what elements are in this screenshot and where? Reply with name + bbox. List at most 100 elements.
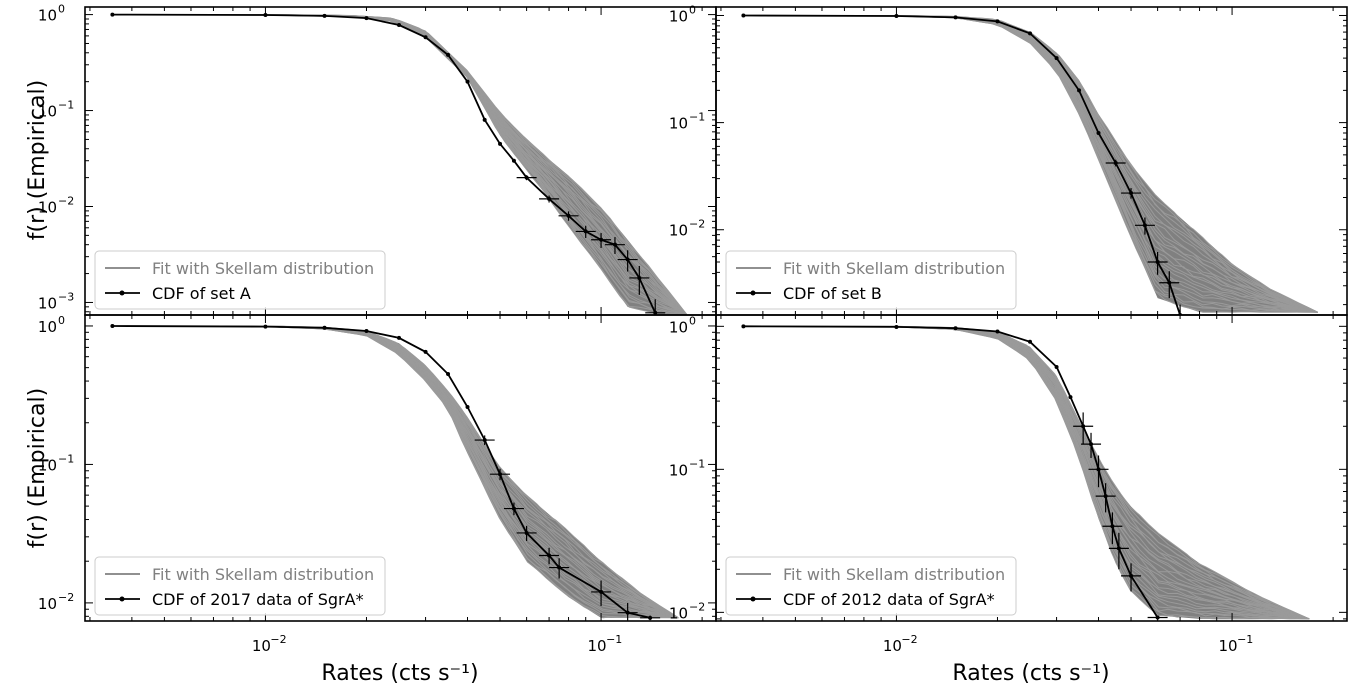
legend-box [94,250,386,310]
cdf-point [953,326,958,331]
cdf-point [1077,88,1082,93]
y-tick-label-exponent: −2 [689,600,705,613]
cdf-point [547,553,552,558]
y-tick-label-exponent: 0 [689,314,696,327]
cdf-point [110,12,115,17]
y-tick-label: 10 [669,222,688,240]
y-tick-label-exponent: −1 [58,99,74,112]
y-tick-label-exponent: −1 [689,111,705,124]
cdf-point [995,19,1000,24]
y-tick-label-exponent: 0 [689,3,696,16]
cdf-point [446,371,451,376]
plot-area [741,13,1318,315]
cdf-point [1027,339,1032,344]
cdf-point [511,158,516,163]
cdf-point [1142,223,1147,228]
cdf-line [743,14,1181,315]
cdf-point [741,13,746,18]
y-tick-label: 10 [38,7,57,25]
y-axis-label-bottom: f(r) (Empirical) [25,388,50,548]
y-tick-label: 10 [669,318,688,336]
cdf-point [1113,160,1118,165]
cdf-point [263,324,268,329]
cdf-point [1129,573,1134,578]
axes-frame [715,314,1348,622]
cdf-point [625,610,630,615]
y-tick-label: 10 [669,604,688,622]
cdf-point [498,472,503,477]
x-tick-label-exponent: −1 [606,633,622,646]
legend-cdf-label: CDF of set B [783,284,882,303]
fit-band [743,326,1310,619]
cdf-point [599,589,604,594]
cdf-point [1155,259,1160,264]
cdf-point [1096,467,1101,472]
cdf-point [465,404,470,409]
legend-cdf-marker [119,596,125,602]
cdf-point [1054,56,1059,61]
y-tick-label-exponent: −1 [689,457,705,470]
cdf-point [566,213,571,218]
cdf-point [511,506,516,511]
cdf-point [423,349,428,354]
legend-cdf-label: CDF of 2017 data of SgrA* [152,590,364,609]
cdf-point [599,237,604,242]
plot-area [110,12,688,315]
y-tick-label-exponent: −2 [58,195,74,208]
cdf-point [953,15,958,20]
x-tick-label-exponent: −2 [270,633,286,646]
x-tick-label-exponent: −1 [1237,633,1253,646]
cdf-point [1081,424,1086,429]
y-tick-label: 10 [38,318,57,336]
legend-box [725,556,1017,616]
legend-fit-label: Fit with Skellam distribution [152,259,374,278]
legend-fit-label: Fit with Skellam distribution [783,565,1005,584]
y-tick-label-exponent: −2 [689,218,705,231]
cdf-point [524,175,529,180]
x-tick-label: 10 [588,637,607,655]
cdf-point [894,324,899,329]
legend-fit-label: Fit with Skellam distribution [152,565,374,584]
cdf-point [465,79,470,84]
cdf-point [741,324,746,329]
cdf-point [482,117,487,122]
cdf-point [524,530,529,535]
legend-fit-label: Fit with Skellam distribution [783,259,1005,278]
cdf-point [364,328,369,333]
y-tick-label: 10 [38,103,57,121]
y-tick-label-exponent: −2 [58,591,74,604]
cdf-point [1110,524,1115,529]
cdf-point [648,615,653,620]
cdf-point [1068,395,1073,400]
cdf-point [1089,442,1094,447]
x-axis-label-right: Rates (cts s⁻¹) [952,661,1109,686]
cdf-point [547,196,552,201]
x-tick-label-exponent: −2 [901,633,917,646]
y-tick-label: 10 [669,7,688,25]
y-tick-label: 10 [38,595,57,613]
cdf-point [396,22,401,27]
plot-area [110,323,679,621]
cdf-point [612,242,617,247]
cdf-point [396,335,401,340]
cdf-point [322,13,327,18]
x-tick-label: 10 [252,637,271,655]
legend-cdf-label: CDF of 2012 data of SgrA* [783,590,995,609]
fit-band [743,15,1318,313]
cdf-point [1054,364,1059,369]
y-tick-label: 10 [669,115,688,133]
cdf-point [482,438,487,443]
legend-box [725,250,1017,310]
y-axis-label-top: f(r) (Empirical) [25,80,50,240]
cdf-point [1129,191,1134,196]
cdf-point [557,565,562,570]
legend-cdf-marker [750,596,756,602]
x-tick-label: 10 [883,637,902,655]
legend-box [94,556,386,616]
y-tick-label: 10 [38,456,57,474]
cdf-line [112,13,657,314]
x-tick-label: 10 [1219,637,1238,655]
cdf-point [446,52,451,57]
